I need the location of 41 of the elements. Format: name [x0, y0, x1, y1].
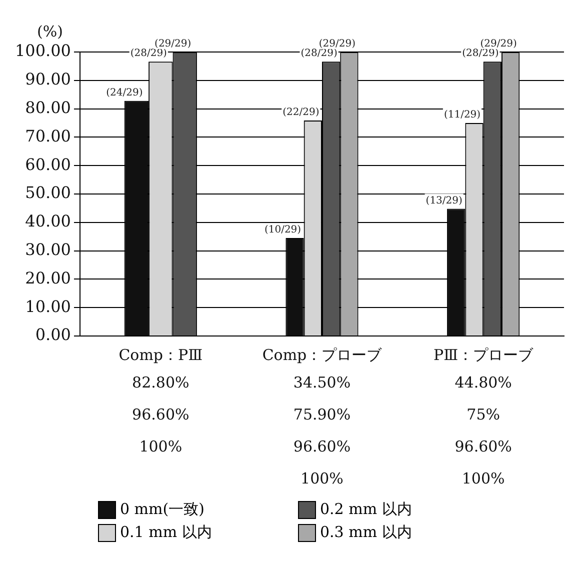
y-tick-label: 10.00 — [25, 296, 71, 316]
x-tick-label: Comp：PⅢ — [118, 346, 203, 364]
text: 82.80% — [132, 373, 190, 392]
data-label: (13/29) — [426, 195, 463, 206]
legend-label: 0.1 mm 以内 — [120, 523, 212, 542]
data-label: (29/29) — [154, 38, 192, 50]
x-tick-label: Comp：プローブ — [262, 346, 383, 364]
text: 75% — [466, 405, 500, 424]
text: 34.50% — [293, 373, 351, 392]
text: 96.60% — [454, 437, 512, 456]
x-tick-label: PⅢ：プローブ — [434, 346, 534, 364]
data-label: (28/29) — [462, 48, 499, 60]
y-tick-label: 80.00 — [25, 98, 71, 117]
y-tick-label: 50.00 — [25, 183, 71, 202]
y-axis-title: (%) — [37, 22, 63, 40]
text: 100% — [300, 469, 344, 488]
legend-label: 0.2 mm 以内 — [320, 500, 412, 519]
text: 100% — [139, 437, 182, 456]
text: 75.90% — [293, 405, 351, 424]
legend-label: 0 mm(一致) — [120, 500, 204, 519]
text: 44.80% — [454, 373, 512, 392]
y-tick-label: 100.00 — [15, 41, 71, 60]
y-tick-label: 30.00 — [25, 240, 71, 259]
data-label: (29/29) — [318, 38, 356, 50]
data-label: (11/29) — [444, 110, 481, 121]
data-label: (24/29) — [106, 87, 143, 98]
text: 100% — [462, 469, 505, 488]
data-label: (29/29) — [480, 38, 517, 50]
y-tick-label: 0.00 — [35, 325, 71, 344]
y-tick-label: 90.00 — [25, 70, 71, 89]
y-tick-label: 70.00 — [25, 126, 71, 146]
y-tick-label: 40.00 — [25, 212, 71, 231]
data-label: (28/29) — [130, 48, 168, 60]
text: 96.60% — [293, 437, 351, 456]
y-tick-label: 20.00 — [25, 268, 71, 288]
data-label: (10/29) — [264, 224, 302, 236]
data-label: (28/29) — [300, 48, 338, 60]
legend-label: 0.3 mm 以内 — [320, 523, 412, 542]
text: 96.60% — [132, 405, 190, 424]
y-tick-label: 60.00 — [25, 154, 71, 174]
data-label: (22/29) — [282, 107, 320, 118]
